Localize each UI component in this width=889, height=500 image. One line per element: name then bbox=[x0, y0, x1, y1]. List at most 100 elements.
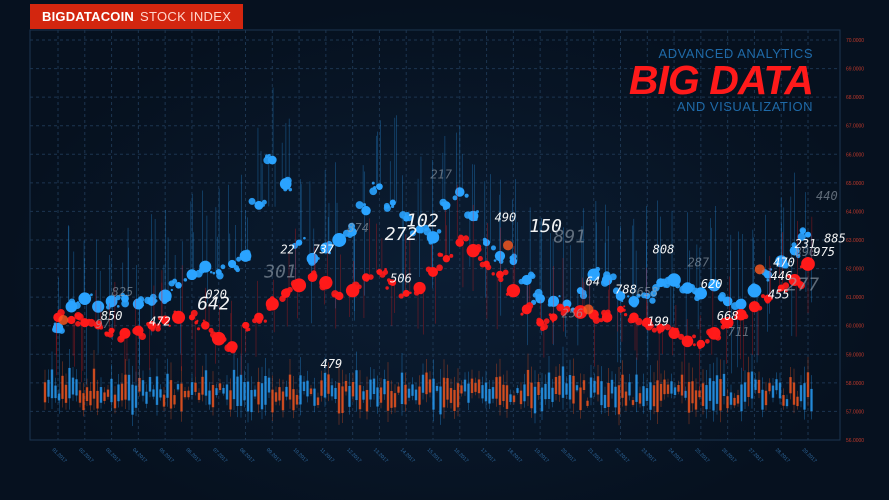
blue-satellite-dot bbox=[303, 236, 306, 240]
red-satellite-dot bbox=[761, 294, 766, 299]
volume-candle bbox=[201, 376, 204, 395]
red-satellite-dot bbox=[173, 310, 177, 314]
volume-candle bbox=[145, 391, 148, 404]
x-tick-label: 21.2017 bbox=[586, 447, 603, 464]
blue-satellite-dot bbox=[248, 197, 256, 205]
volume-candle bbox=[159, 389, 162, 398]
volume-candle bbox=[320, 380, 323, 396]
volume-candle bbox=[271, 389, 274, 413]
volume-candle bbox=[733, 397, 736, 406]
red-satellite-dot bbox=[310, 272, 318, 280]
volume-candle bbox=[253, 389, 257, 397]
red-satellite-dot bbox=[623, 305, 626, 308]
volume-candle bbox=[442, 377, 446, 408]
volume-candle bbox=[68, 367, 71, 399]
value-annotation: 287 bbox=[687, 256, 709, 270]
volume-candle bbox=[533, 386, 537, 414]
blue-satellite-dot bbox=[603, 271, 611, 279]
blue-satellite-dot bbox=[115, 295, 121, 301]
red-satellite-dot bbox=[675, 327, 679, 331]
red-satellite-dot bbox=[221, 336, 227, 343]
brand-subtitle: STOCK INDEX bbox=[140, 9, 232, 24]
volume-candle bbox=[722, 373, 726, 397]
blue-satellite-dot bbox=[262, 203, 265, 207]
volume-candle bbox=[316, 397, 320, 406]
volume-candle bbox=[246, 381, 250, 412]
x-tick-label: 29.2017 bbox=[801, 447, 818, 464]
red-satellite-dot bbox=[799, 265, 804, 269]
volume-candle bbox=[645, 388, 649, 401]
headline-bottom: AND VISUALIZATION bbox=[676, 99, 813, 114]
volume-candle bbox=[362, 391, 365, 400]
value-annotation: 788 bbox=[615, 282, 637, 296]
volume-candle bbox=[449, 388, 453, 403]
volume-candle bbox=[173, 395, 176, 405]
red-satellite-dot bbox=[631, 318, 636, 324]
y-tick-label: 66.0000 bbox=[846, 152, 864, 158]
volume-candle bbox=[162, 394, 166, 407]
blue-satellite-dot bbox=[235, 267, 241, 273]
red-data-point bbox=[442, 254, 451, 263]
blue-satellite-dot bbox=[440, 201, 445, 205]
volume-candle bbox=[719, 379, 722, 411]
blue-satellite-dot bbox=[170, 288, 173, 292]
red-satellite-dot bbox=[156, 323, 161, 328]
volume-candle bbox=[257, 381, 260, 405]
value-annotation: 277 bbox=[787, 275, 820, 296]
volume-candle bbox=[565, 383, 568, 395]
red-satellite-dot bbox=[742, 313, 749, 320]
blue-satellite-dot bbox=[116, 304, 120, 308]
volume-candle bbox=[481, 385, 484, 399]
y-tick-label: 68.0000 bbox=[846, 95, 864, 101]
volume-candle bbox=[684, 390, 687, 398]
y-tick-label: 56.0000 bbox=[846, 438, 864, 444]
volume-candle bbox=[267, 377, 271, 393]
volume-candle bbox=[488, 389, 491, 404]
volume-candle bbox=[498, 376, 502, 405]
blue-satellite-dot bbox=[68, 298, 76, 306]
volume-candle bbox=[82, 393, 85, 411]
volume-candle bbox=[761, 389, 764, 410]
value-annotation: 737 bbox=[312, 242, 334, 256]
value-annotation: 64 bbox=[586, 274, 600, 288]
volume-candle bbox=[736, 395, 740, 404]
red-satellite-dot bbox=[651, 327, 657, 333]
volume-candle bbox=[299, 375, 302, 405]
blue-satellite-dot bbox=[675, 283, 681, 289]
red-satellite-dot bbox=[176, 310, 182, 316]
blue-data-point bbox=[228, 259, 237, 269]
blue-satellite-dot bbox=[769, 268, 773, 271]
x-tick-label: 23.2017 bbox=[640, 447, 657, 464]
red-satellite-dot bbox=[622, 308, 626, 312]
blue-satellite-dot bbox=[236, 256, 242, 262]
value-annotation: 150 bbox=[529, 216, 562, 237]
blue-satellite-dot bbox=[167, 297, 172, 301]
blue-satellite-dot bbox=[161, 298, 168, 305]
value-annotation: 217 bbox=[430, 168, 452, 182]
blue-satellite-dot bbox=[595, 266, 601, 272]
red-satellite-dot bbox=[601, 309, 608, 316]
volume-candle bbox=[530, 382, 533, 409]
volume-candle bbox=[152, 389, 155, 397]
red-satellite-dot bbox=[777, 288, 781, 293]
volume-candle bbox=[229, 390, 232, 410]
blue-satellite-dot bbox=[532, 292, 538, 298]
x-tick-label: 06.2017 bbox=[185, 447, 202, 464]
red-satellite-dot bbox=[551, 320, 555, 323]
volume-candle bbox=[260, 383, 264, 410]
volume-candle bbox=[120, 383, 124, 401]
volume-candle bbox=[544, 383, 547, 400]
volume-candle bbox=[358, 385, 362, 410]
volume-candle bbox=[330, 385, 334, 397]
volume-candle bbox=[607, 383, 610, 407]
y-tick-label: 63.0000 bbox=[846, 238, 864, 244]
red-satellite-dot bbox=[692, 343, 696, 347]
volume-candle bbox=[376, 387, 379, 407]
volume-candle bbox=[561, 366, 565, 398]
red-satellite-dot bbox=[641, 321, 647, 327]
volume-candle bbox=[715, 375, 719, 404]
blue-satellite-dot bbox=[362, 203, 367, 207]
volume-candle bbox=[491, 387, 495, 399]
blue-satellite-dot bbox=[691, 287, 699, 295]
